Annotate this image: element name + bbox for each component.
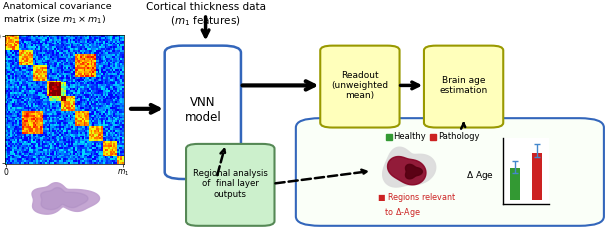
Text: Readout
(unweighted
mean): Readout (unweighted mean) [331, 70, 389, 100]
FancyBboxPatch shape [296, 118, 604, 226]
Text: Cortical thickness data
($m_1$ features): Cortical thickness data ($m_1$ features) [146, 2, 265, 28]
Text: Healthy: Healthy [393, 132, 426, 141]
Polygon shape [382, 147, 436, 187]
Text: Regional analysis
of  final layer
outputs: Regional analysis of final layer outputs [193, 169, 268, 199]
FancyBboxPatch shape [320, 46, 400, 128]
Polygon shape [387, 157, 426, 185]
FancyBboxPatch shape [424, 46, 503, 128]
Polygon shape [41, 188, 88, 210]
Text: Brain age
estimation: Brain age estimation [439, 76, 488, 95]
Text: VNN
model: VNN model [184, 96, 221, 124]
FancyBboxPatch shape [165, 46, 241, 179]
Bar [511, 168, 520, 200]
Text: Anatomical covariance
matrix (size $m_1 \times m_1$): Anatomical covariance matrix (size $m_1 … [3, 2, 112, 26]
Text: $\blacksquare$ Regions relevant
   to $\Delta$-Age: $\blacksquare$ Regions relevant to $\Del… [377, 191, 457, 219]
Polygon shape [32, 183, 99, 214]
Text: $\Delta$ Age: $\Delta$ Age [466, 169, 494, 182]
Text: Pathology: Pathology [438, 132, 479, 141]
Bar [532, 153, 542, 200]
FancyBboxPatch shape [186, 144, 274, 226]
Polygon shape [406, 164, 422, 179]
